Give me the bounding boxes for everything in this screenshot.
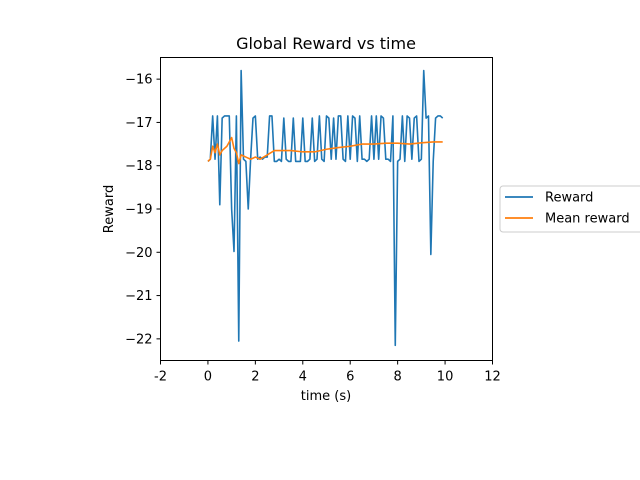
y-tick-label: −21 [125, 289, 152, 304]
legend-box [499, 185, 640, 233]
series-line-0 [207, 69, 444, 347]
legend-label-0: Reward [545, 191, 593, 206]
y-tick-label: −19 [125, 203, 152, 218]
y-tick-label: −18 [125, 159, 152, 174]
series-line-1 [207, 136, 443, 165]
y-tick-label: −22 [125, 332, 152, 347]
x-axis-title: time (s) [301, 389, 351, 404]
y-tick-label: −17 [125, 116, 152, 131]
x-tick-label: 12 [484, 370, 501, 385]
y-tick-label: −16 [125, 73, 152, 88]
legend-label-1: Mean reward [545, 212, 630, 227]
legend: Reward Mean reward [499, 185, 640, 233]
x-tick-label: 8 [394, 370, 402, 385]
y-axis-title: Reward [102, 185, 117, 233]
x-tick-label: 6 [346, 370, 354, 385]
x-axis: -2 0 2 4 6 8 10 12 [154, 360, 501, 385]
x-tick-label: -2 [154, 370, 167, 385]
x-tick-label: 2 [251, 370, 259, 385]
x-tick-label: 0 [204, 370, 212, 385]
x-tick-label: 10 [437, 370, 454, 385]
y-axis: −22 −21 −20 −19 −18 −17 −16 [125, 73, 161, 347]
series-layer [207, 69, 444, 347]
y-tick-label: −20 [125, 246, 152, 261]
chart-title: Global Reward vs time [236, 34, 416, 53]
plot-frame [160, 57, 493, 361]
x-tick-label: 4 [299, 370, 307, 385]
